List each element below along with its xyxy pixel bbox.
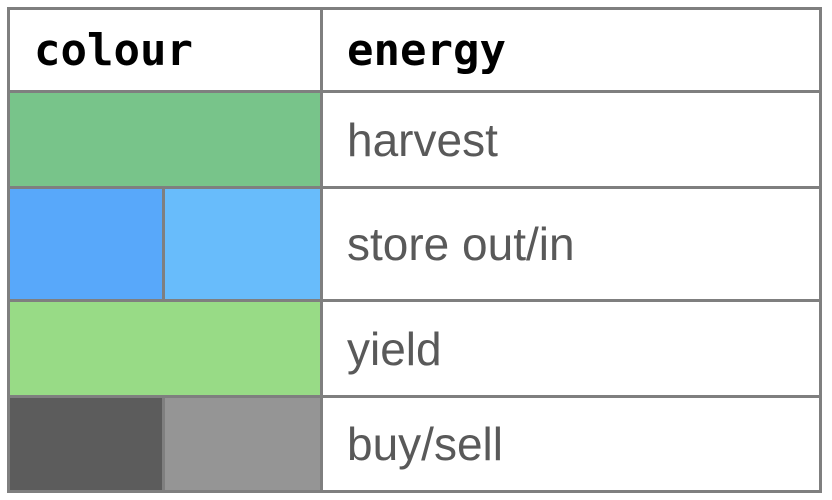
- swatch-cell: [10, 302, 323, 395]
- label-cell: harvest: [323, 93, 819, 186]
- swatch-cell: [10, 398, 323, 490]
- swatch-store-out: [10, 189, 165, 299]
- label-cell: buy/sell: [323, 398, 819, 490]
- label-store: store out/in: [347, 218, 575, 270]
- swatch-buy: [10, 398, 165, 490]
- legend-table: colour energy harvest store out/in yield: [7, 7, 822, 493]
- header-colour: colour: [34, 24, 193, 76]
- legend-row-buysell: buy/sell: [10, 398, 819, 490]
- header-energy: energy: [347, 24, 506, 76]
- header-energy-cell: energy: [323, 10, 819, 90]
- swatch-cell: [10, 93, 323, 186]
- swatch-sell: [165, 398, 320, 490]
- swatch-harvest: [10, 93, 320, 186]
- label-cell: store out/in: [323, 189, 819, 299]
- swatch-cell: [10, 189, 323, 299]
- label-cell: yield: [323, 302, 819, 395]
- legend-row-yield: yield: [10, 302, 819, 398]
- legend-row-store: store out/in: [10, 189, 819, 302]
- label-yield: yield: [347, 322, 442, 375]
- header-colour-cell: colour: [10, 10, 323, 90]
- header-row: colour energy: [10, 10, 819, 93]
- legend-row-harvest: harvest: [10, 93, 819, 189]
- swatch-yield: [10, 302, 320, 395]
- label-buysell: buy/sell: [347, 418, 503, 470]
- label-harvest: harvest: [347, 113, 498, 166]
- swatch-store-in: [165, 189, 320, 299]
